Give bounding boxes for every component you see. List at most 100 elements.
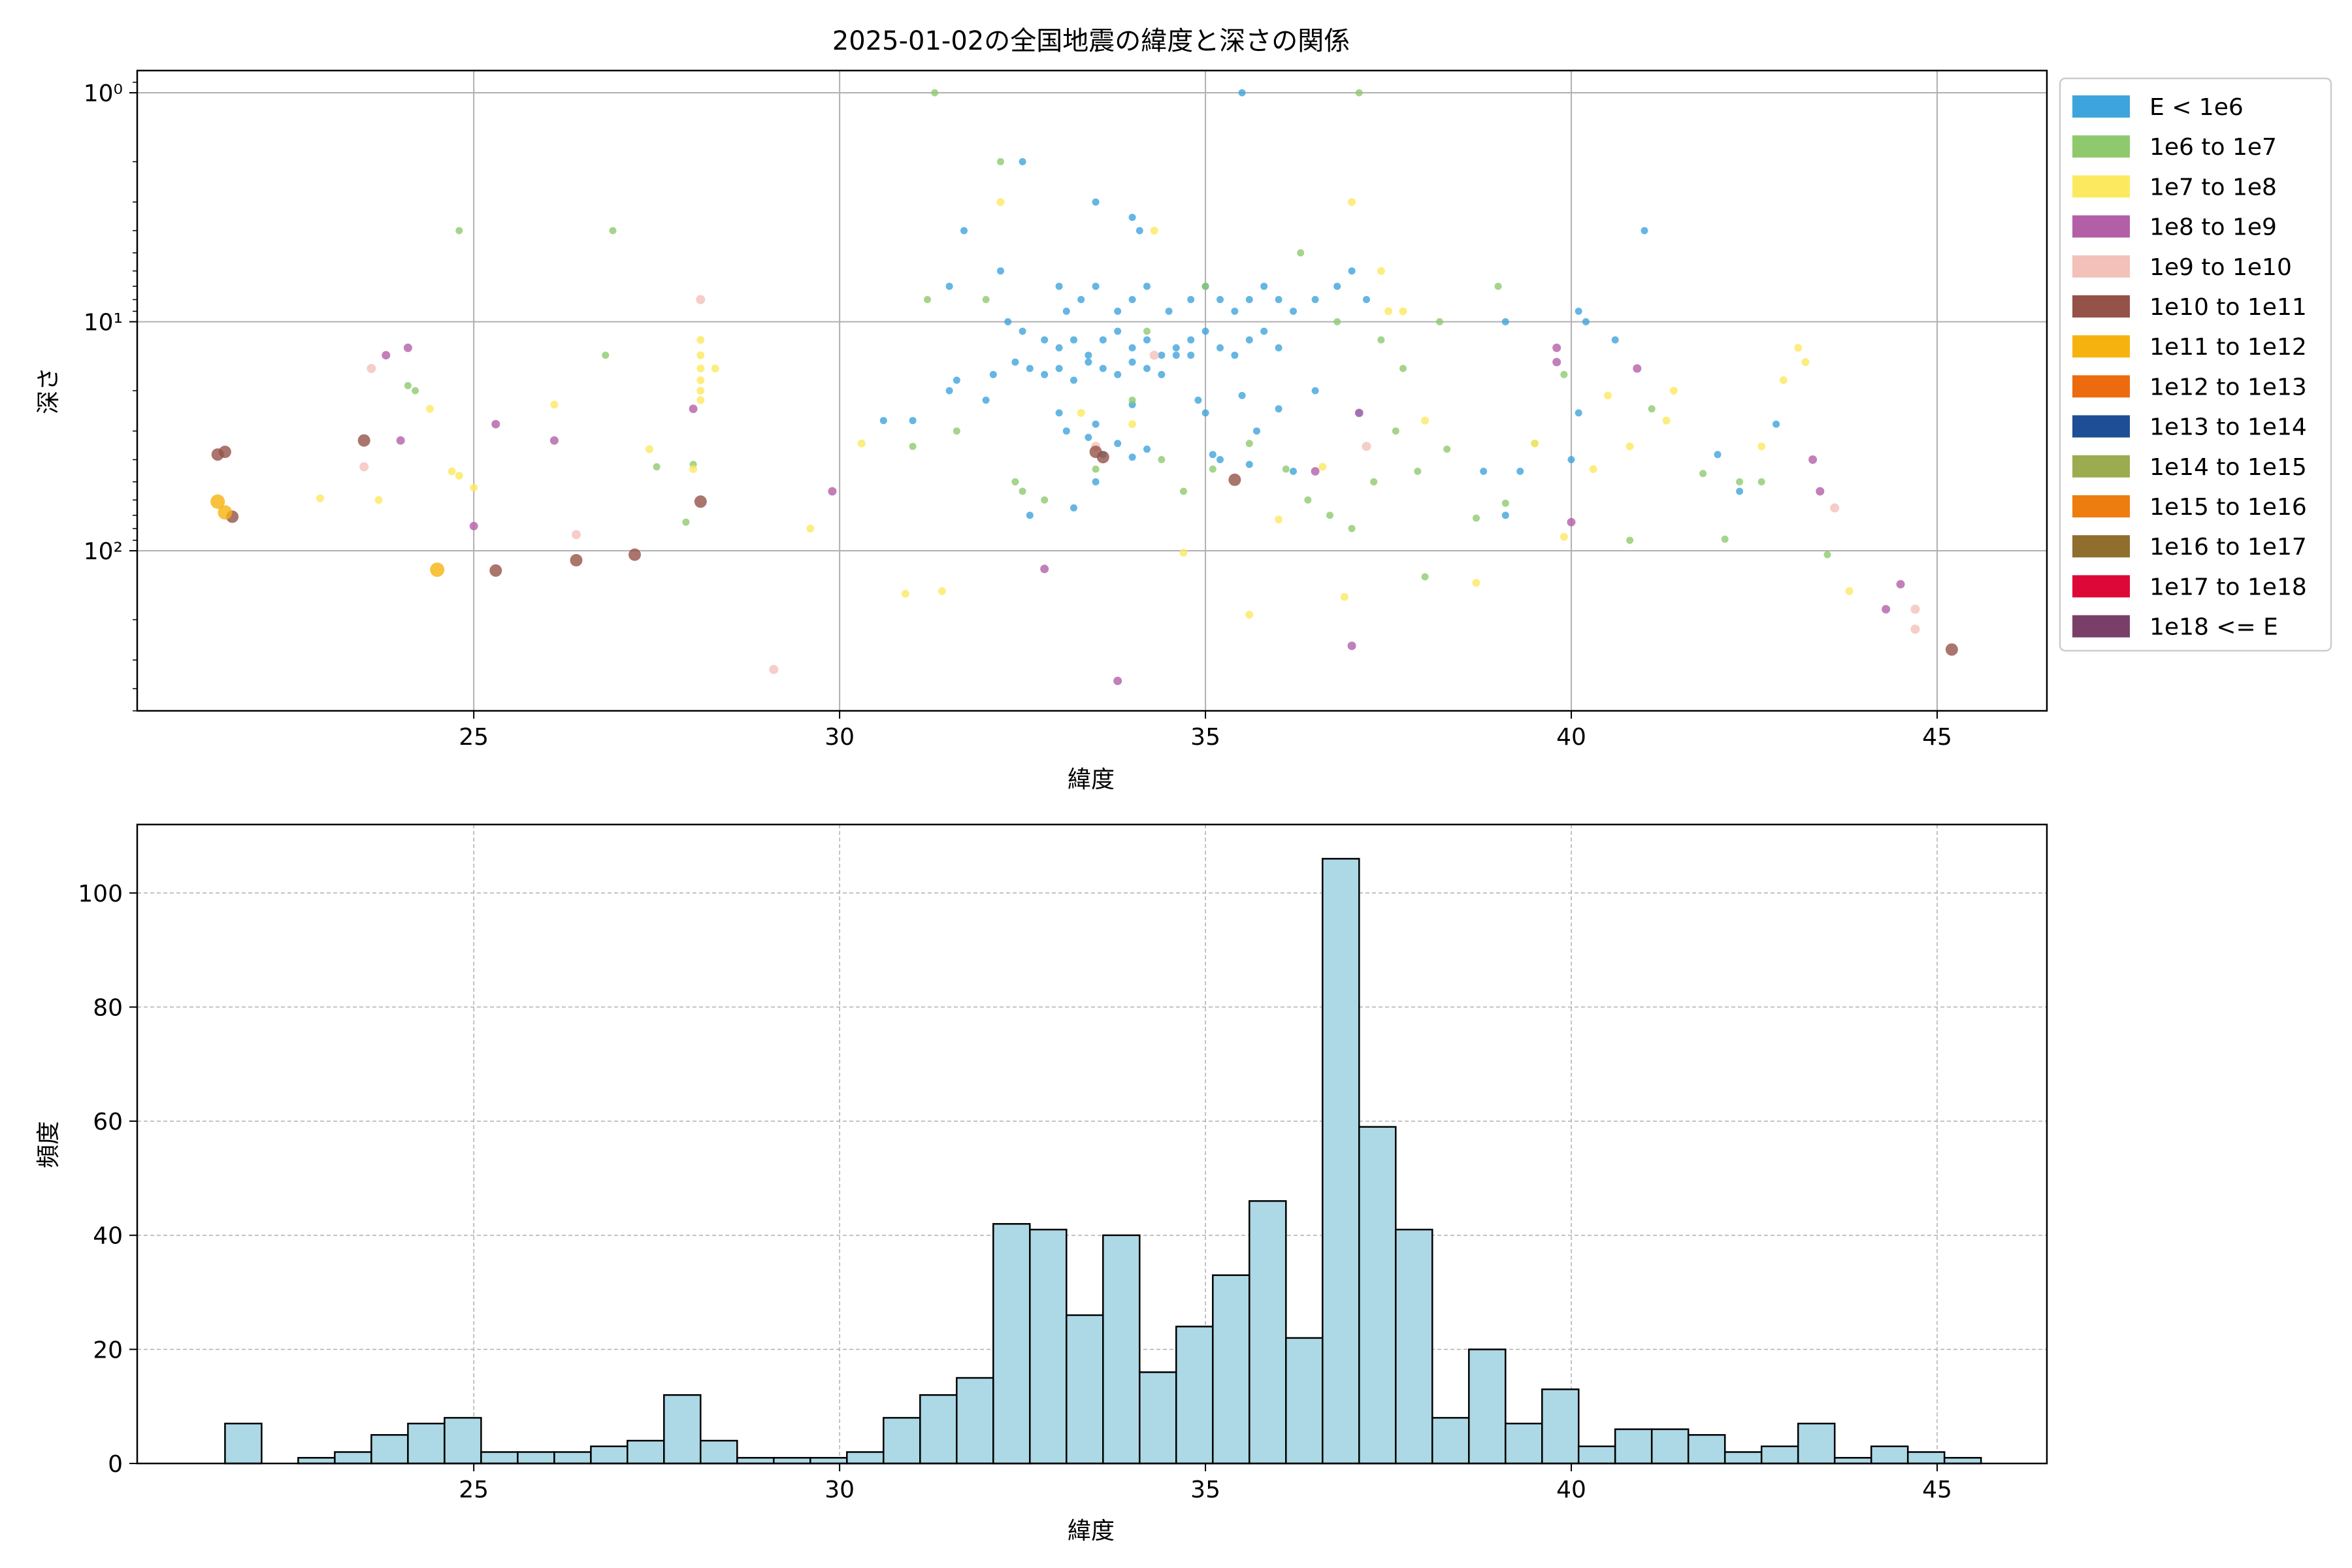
scatter-point xyxy=(1026,512,1034,519)
scatter-point xyxy=(1143,282,1151,290)
scatter-point xyxy=(689,404,698,414)
histogram-bar xyxy=(663,1394,702,1465)
scatter-point xyxy=(1801,358,1810,367)
scatter-point xyxy=(1494,282,1502,290)
scatter-point xyxy=(1399,365,1407,372)
histogram-bar xyxy=(1614,1428,1653,1465)
histogram-ytick-label: 60 xyxy=(93,1109,123,1135)
scatter-point xyxy=(1414,467,1422,475)
scatter-point xyxy=(1055,344,1063,351)
histogram-bar xyxy=(1760,1445,1799,1465)
histogram-bar xyxy=(1102,1234,1141,1465)
scatter-point xyxy=(1143,446,1151,453)
scatter-point xyxy=(1275,344,1282,351)
histogram-bar xyxy=(846,1451,885,1465)
scatter-point xyxy=(1062,427,1070,435)
scatter-point xyxy=(1633,364,1642,373)
scatter-point xyxy=(953,376,960,384)
scatter-point xyxy=(1128,453,1136,461)
scatter-point xyxy=(1290,307,1297,315)
histogram-bar xyxy=(1285,1337,1324,1465)
scatter-point xyxy=(1217,296,1224,303)
scatter-point xyxy=(1260,282,1268,290)
scatter-point xyxy=(694,495,707,508)
scatter-point xyxy=(1421,416,1429,425)
histogram-chart: 25 30 35 40 45 0 20 40 60 80 100 緯度 頻度 xyxy=(35,823,2048,1544)
scatter-point xyxy=(1501,499,1509,507)
scatter-point xyxy=(1333,282,1341,290)
scatter-point xyxy=(1194,397,1202,404)
scatter-point xyxy=(1238,89,1246,97)
scatter-point xyxy=(1096,451,1109,464)
scatter-point xyxy=(1348,525,1356,532)
scatter-point xyxy=(1896,580,1905,589)
legend-swatch xyxy=(2072,615,2130,638)
scatter-point xyxy=(1143,327,1151,335)
scatter-point xyxy=(1179,549,1188,557)
scatter-point xyxy=(1399,307,1407,316)
scatter-point xyxy=(1282,465,1290,473)
scatter-point xyxy=(1209,465,1217,473)
scatter-point xyxy=(1128,358,1136,366)
scatter-point xyxy=(1099,365,1107,372)
scatter-point xyxy=(1589,465,1597,473)
scatter-point xyxy=(1041,496,1049,504)
histogram-ytick-label: 0 xyxy=(108,1451,123,1478)
legend-label: 1e7 to 1e8 xyxy=(2149,174,2277,201)
scatter-xtick-label: 25 xyxy=(459,724,489,751)
scatter-point xyxy=(1757,478,1765,485)
scatter-point xyxy=(924,296,931,303)
scatter-point xyxy=(609,227,617,235)
scatter-ytick-label: 10⁰ xyxy=(84,80,123,107)
histogram-bar xyxy=(992,1223,1031,1465)
scatter-point xyxy=(682,518,690,526)
scatter-point xyxy=(1348,198,1356,206)
legend-swatch xyxy=(2072,535,2130,558)
scatter-point xyxy=(1552,357,1561,367)
scatter-point xyxy=(1354,408,1364,417)
scatter-point xyxy=(1304,496,1312,504)
scatter-point xyxy=(1201,409,1209,417)
legend-frame xyxy=(2059,77,2332,652)
scatter-point xyxy=(879,417,887,425)
histogram-ytick-label: 100 xyxy=(78,881,123,907)
scatter-point xyxy=(1092,465,1100,473)
scatter-point xyxy=(1128,214,1136,221)
scatter-point xyxy=(769,664,779,674)
scatter-point xyxy=(806,525,815,532)
scatter-point xyxy=(1143,365,1151,372)
scatter-point xyxy=(1333,318,1341,325)
scatter-point xyxy=(1011,358,1019,366)
histogram-bar xyxy=(736,1457,775,1465)
scatter-point xyxy=(1355,89,1363,97)
scatter-point xyxy=(367,364,376,373)
scatter-point xyxy=(989,370,997,378)
scatter-point xyxy=(1055,282,1063,290)
histogram-xtick-label: 40 xyxy=(1556,1477,1586,1503)
histogram-bar xyxy=(1139,1371,1177,1465)
scatter-point xyxy=(1128,296,1136,303)
scatter-point xyxy=(1158,456,1166,463)
scatter-point xyxy=(945,387,953,395)
scatter-point xyxy=(960,227,968,235)
scatter-point xyxy=(455,472,463,480)
scatter-point xyxy=(1662,416,1671,425)
scatter-point xyxy=(491,419,500,429)
histogram-bar xyxy=(700,1439,738,1465)
histogram-bar xyxy=(1468,1348,1507,1465)
scatter-point xyxy=(1582,318,1590,325)
scatter-point xyxy=(1648,405,1656,413)
scatter-point xyxy=(1150,227,1158,235)
histogram-bar xyxy=(1066,1314,1104,1465)
scatter-point xyxy=(1070,336,1077,344)
scatter-point xyxy=(1099,336,1107,344)
scatter-point xyxy=(357,434,370,447)
scatter-point xyxy=(1443,446,1451,453)
scatter-point xyxy=(1253,427,1260,435)
scatter-point xyxy=(382,351,391,360)
scatter-point xyxy=(1228,473,1241,486)
histogram-xlabel: 緯度 xyxy=(1068,1518,1115,1544)
scatter-point xyxy=(572,530,581,540)
scatter-point xyxy=(1575,409,1582,417)
scatter-point xyxy=(1040,564,1049,574)
